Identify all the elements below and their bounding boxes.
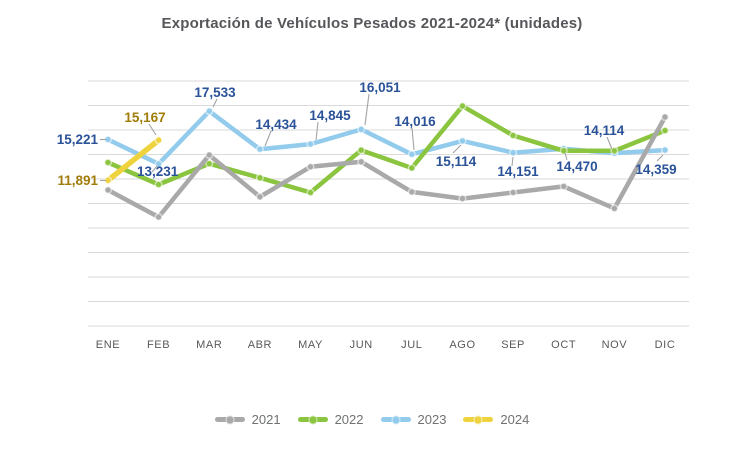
data-label-2024-feb: 15,167 — [124, 110, 165, 125]
data-label-2023-oct: 14,470 — [556, 159, 597, 174]
data-point-2022-ene — [103, 158, 113, 167]
data-point-2022-feb — [154, 180, 163, 189]
data-point-2022-nov — [610, 146, 619, 155]
data-point-2021-jul — [407, 187, 416, 196]
label-leader-2023-mar — [212, 98, 218, 108]
data-point-2022-jul — [407, 163, 416, 173]
data-label-2024-ene: 11,891 — [57, 173, 98, 188]
data-point-2021-mar — [205, 151, 214, 160]
data-point-2021-sep — [509, 188, 518, 197]
x-axis-label-jun: JUN — [350, 339, 373, 351]
legend-swatch-2021-icon — [214, 415, 245, 424]
data-point-2021-jun — [357, 157, 366, 166]
data-point-2023-abr — [255, 145, 264, 154]
x-axis-label-ene: ENE — [96, 339, 120, 351]
legend-item-2021: 2021 — [214, 412, 281, 427]
x-axis-label-oct: OCT — [551, 339, 576, 351]
x-axis-label-jul: JUL — [401, 339, 422, 351]
legend-marker-dot-icon — [391, 415, 400, 424]
data-point-2023-sep — [509, 148, 518, 157]
data-label-2023-jun: 16,051 — [359, 80, 401, 95]
legend-label-2021: 2021 — [251, 412, 281, 427]
label-leader-2023-oct — [564, 152, 568, 161]
series-line-2023 — [105, 108, 668, 167]
x-axis-label-sep: SEP — [501, 339, 525, 351]
label-leader-2023-abr — [264, 130, 272, 147]
x-axis-label-feb: FEB — [147, 339, 170, 351]
data-point-2023-jun — [357, 125, 366, 134]
legend-marker-dot-icon — [308, 415, 318, 424]
x-axis-label-may: MAY — [298, 339, 323, 351]
legend-marker-dot-icon — [225, 415, 235, 424]
legend-marker-dot-icon — [473, 415, 483, 424]
legend-item-2024: 2024 — [463, 412, 529, 427]
data-label-2023-ago: 15,114 — [436, 154, 477, 169]
data-label-2023-abr: 14,434 — [255, 117, 297, 132]
data-point-2021-may — [306, 162, 315, 171]
data-point-2023-mar — [205, 107, 214, 116]
legend-swatch-2023-icon — [380, 415, 411, 424]
data-label-2023-sep: 14,151 — [497, 164, 539, 179]
data-label-2023-feb: 13,231 — [137, 164, 179, 179]
data-point-2021-oct — [559, 182, 568, 191]
label-leader-2023-ago — [452, 144, 462, 154]
data-label-2023-ene: 15,221 — [57, 132, 99, 147]
chart-title: Exportación de Vehículos Pesados 2021-20… — [161, 15, 583, 32]
label-leader-2023-jul — [411, 127, 415, 151]
series-line-2024 — [105, 137, 162, 184]
data-point-2021-dic — [660, 113, 670, 122]
label-leader-2024-feb — [148, 123, 157, 136]
data-label-2023-mar: 17,533 — [194, 85, 236, 100]
data-point-2022-mar — [205, 159, 214, 168]
data-label-2023-jul: 14,016 — [394, 114, 436, 129]
data-point-2023-may — [306, 140, 315, 149]
legend: 2021 2022 2023 2024 — [0, 412, 744, 427]
label-leader-2023-jun — [364, 93, 370, 126]
data-point-2021-nov — [610, 204, 619, 213]
x-axis-label-nov: NOV — [602, 339, 628, 351]
data-point-2024-feb — [154, 136, 163, 145]
legend-swatch-2024-icon — [463, 415, 494, 424]
legend-label-2022: 2022 — [334, 412, 364, 427]
data-point-2022-jun — [357, 146, 366, 155]
data-point-2023-feb — [154, 159, 163, 168]
legend-label-2024: 2024 — [500, 412, 530, 427]
x-axis-label-ago: AGO — [449, 339, 475, 351]
data-point-2022-ago — [458, 102, 467, 111]
data-point-2023-dic — [660, 146, 670, 155]
data-label-2023-nov: 14,114 — [584, 123, 625, 138]
data-point-2021-ene — [103, 185, 113, 195]
legend-label-2023: 2023 — [417, 412, 447, 427]
data-point-2021-feb — [154, 212, 163, 222]
data-point-2022-oct — [559, 146, 568, 155]
label-leader-2023-sep — [511, 156, 514, 167]
data-point-2022-sep — [509, 131, 518, 140]
data-point-2023-ago — [458, 136, 467, 145]
legend-item-2023: 2023 — [380, 412, 447, 427]
label-leader-2023-feb — [151, 165, 158, 173]
x-axis-label-abr: ABR — [248, 339, 272, 351]
label-leader-2023-nov — [606, 136, 613, 150]
series-line-2021 — [105, 114, 668, 220]
data-point-2021-abr — [255, 192, 264, 201]
x-axis-label-dic: DIC — [655, 339, 676, 351]
data-point-2022-may — [306, 188, 315, 197]
x-axis-label-mar: MAR — [196, 339, 222, 351]
data-point-2022-dic — [660, 126, 670, 135]
legend-swatch-2022-icon — [297, 415, 328, 424]
data-point-2022-abr — [255, 173, 264, 182]
label-leader-2023-may — [315, 121, 319, 141]
data-point-2023-jul — [407, 150, 416, 159]
label-leader-2023-dic — [656, 154, 664, 162]
legend-item-2022: 2022 — [297, 412, 364, 427]
data-label-2023-may: 14,845 — [309, 108, 351, 123]
data-label-2023-dic: 14,359 — [635, 162, 676, 177]
data-point-2021-ago — [458, 194, 467, 203]
